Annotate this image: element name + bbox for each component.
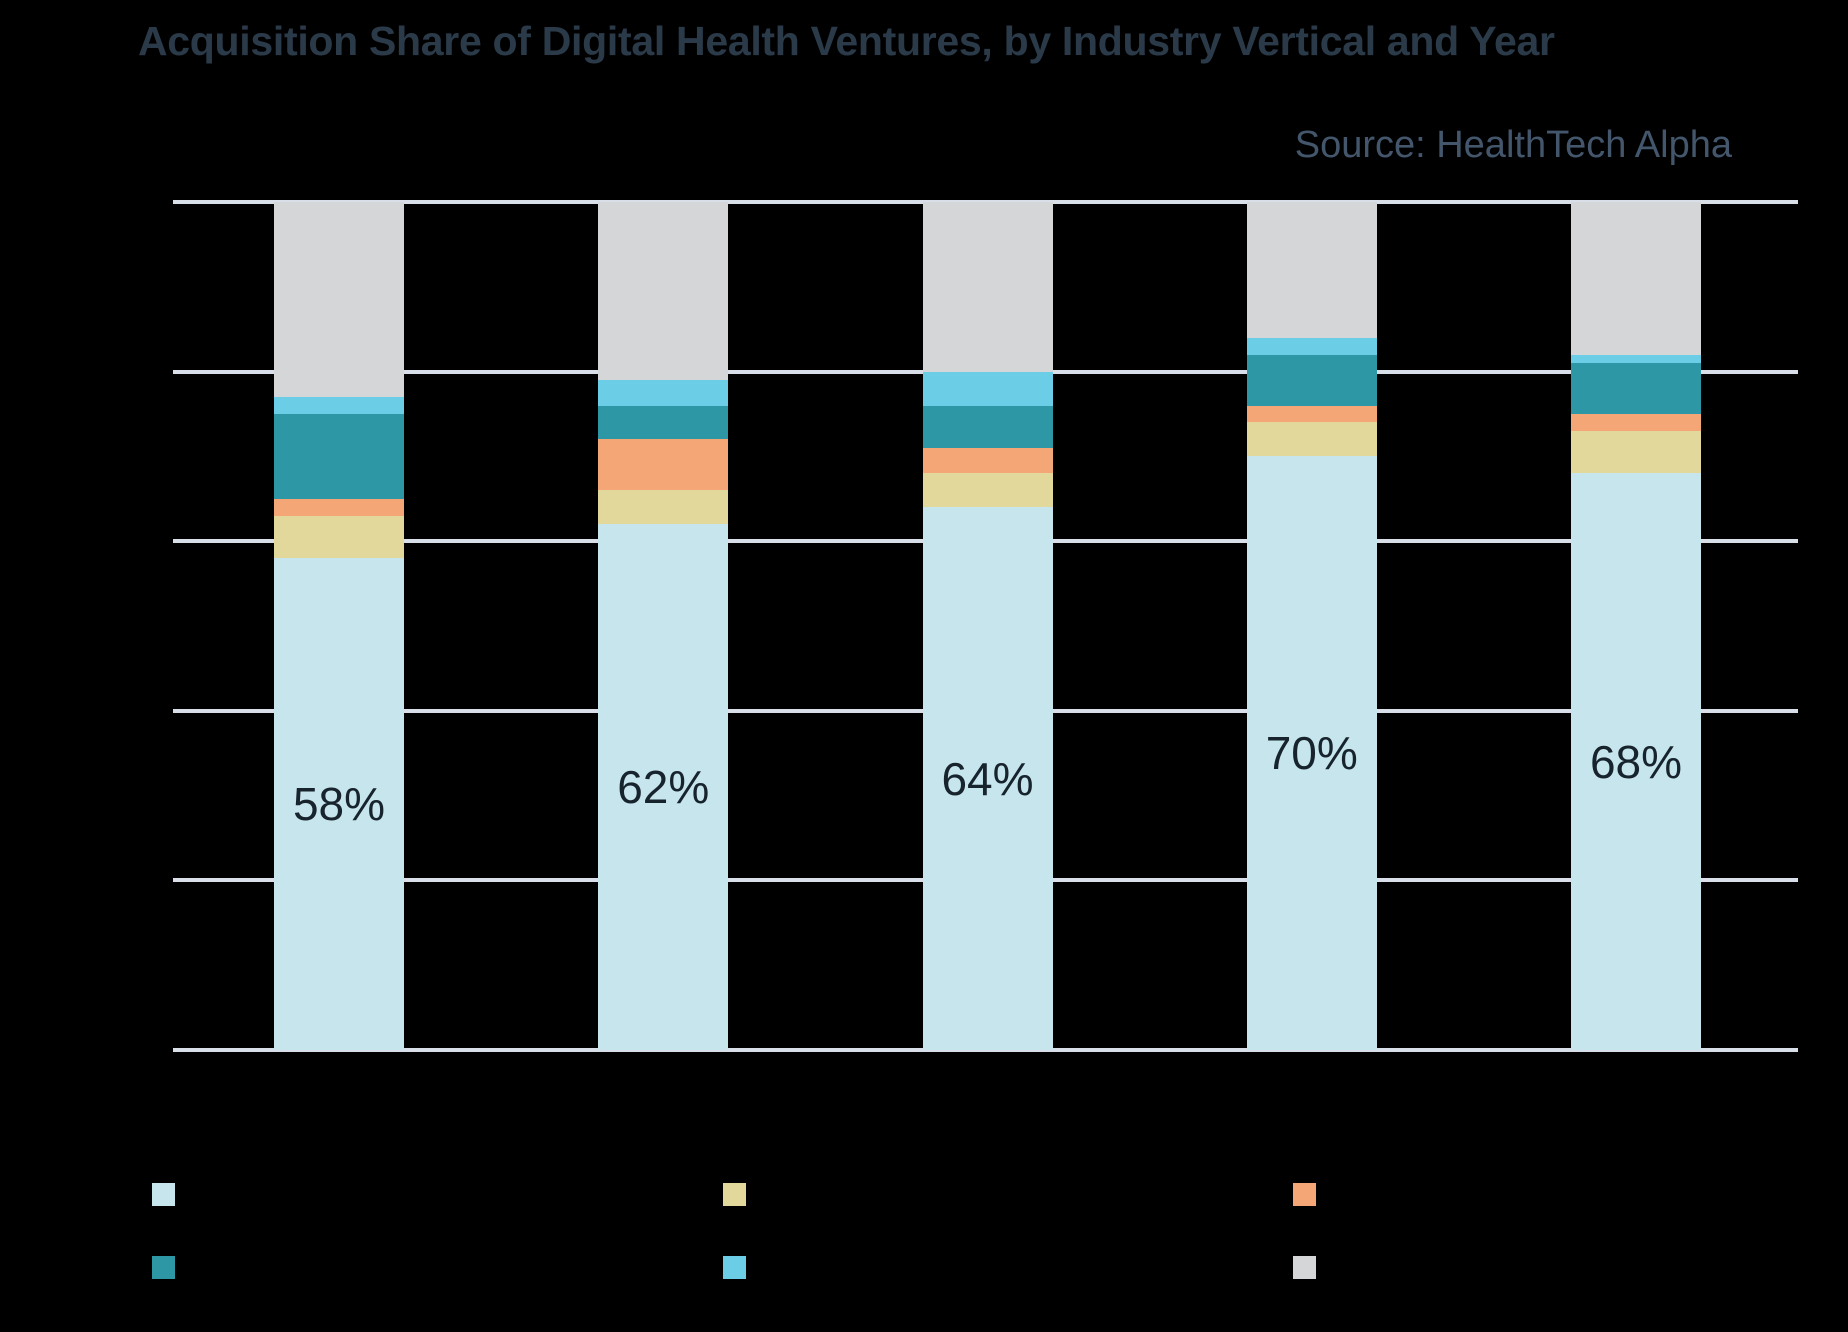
bar-segment-khaki xyxy=(1246,422,1377,457)
bar-segment-gray xyxy=(1246,202,1377,338)
plot-area: 58% 62% 64% 70% 68% xyxy=(173,200,1798,1052)
legend-swatch-khaki xyxy=(723,1183,746,1206)
bar-segment-sky-blue xyxy=(598,380,729,406)
bar-value-label: 62% xyxy=(617,761,710,814)
bar-segment-khaki xyxy=(598,490,729,525)
bar-segment-orange xyxy=(1246,405,1377,423)
bar-segment-gray xyxy=(1571,202,1701,355)
bar-segment-sky-blue xyxy=(1571,354,1701,364)
bar-segment-light-blue-primary xyxy=(922,507,1053,1050)
source-label: Source: HealthTech Alpha xyxy=(1294,124,1732,166)
legend-swatch-sky-blue xyxy=(723,1256,746,1279)
bar-segment-teal xyxy=(1246,354,1377,406)
bar-segment-light-blue-primary xyxy=(1246,456,1377,1050)
bar-group-1: 58% xyxy=(274,202,404,1050)
bar-segment-teal xyxy=(1571,363,1701,414)
bar-segment-gray xyxy=(922,202,1053,372)
bar-segment-khaki xyxy=(1571,430,1701,474)
bar-value-label: 70% xyxy=(1265,727,1358,780)
bar-segment-teal xyxy=(598,405,729,440)
gridline-0 xyxy=(173,1048,1798,1052)
bar-segment-orange xyxy=(922,447,1053,474)
bar-segment-sky-blue xyxy=(1246,337,1377,355)
bar-value-label: 64% xyxy=(941,752,1034,805)
bar-group-3: 64% xyxy=(922,202,1053,1050)
bar-segment-orange xyxy=(598,439,729,491)
bar-segment-sky-blue xyxy=(922,371,1053,406)
legend-swatch-orange xyxy=(1293,1183,1316,1206)
bar-segment-sky-blue xyxy=(274,397,404,414)
bar-segment-light-blue-primary xyxy=(274,558,404,1050)
chart-title: Acquisition Share of Digital Health Vent… xyxy=(138,18,1555,64)
bar-segment-teal xyxy=(922,405,1053,448)
legend-swatch-gray xyxy=(1293,1256,1316,1279)
bar-segment-teal xyxy=(274,413,404,499)
bar-group-2: 62% xyxy=(598,202,729,1050)
legend-swatch-light-blue-primary xyxy=(152,1183,175,1206)
bar-segment-khaki xyxy=(922,473,1053,508)
legend-swatch-teal xyxy=(152,1256,175,1279)
bar-segment-gray xyxy=(598,202,729,381)
bar-segment-light-blue-primary xyxy=(598,524,729,1050)
bar-group-4: 70% xyxy=(1246,202,1377,1050)
bar-segment-orange xyxy=(1571,413,1701,431)
bar-segment-orange xyxy=(274,498,404,516)
bar-group-5: 68% xyxy=(1571,202,1701,1050)
bar-value-label: 58% xyxy=(292,778,386,831)
bar-segment-light-blue-primary xyxy=(1571,473,1701,1050)
bar-segment-khaki xyxy=(274,515,404,559)
bar-segment-gray xyxy=(274,202,404,398)
bar-value-label: 68% xyxy=(1589,735,1683,788)
